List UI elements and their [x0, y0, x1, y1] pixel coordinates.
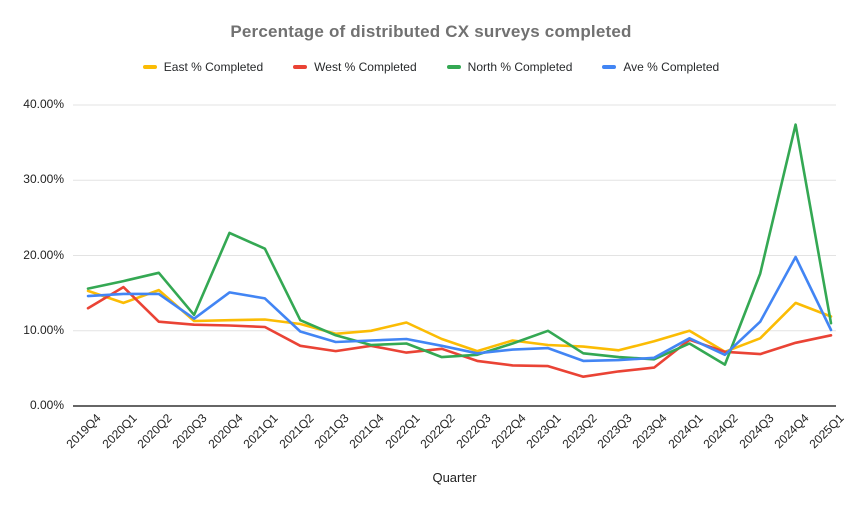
legend-item-ave: Ave % Completed	[602, 60, 719, 74]
legend-label: North % Completed	[467, 60, 573, 74]
legend-item-east: East % Completed	[142, 60, 264, 74]
legend-label: East % Completed	[163, 60, 264, 74]
legend-swatch-icon	[602, 65, 617, 69]
y-tick-label: 10.00%	[23, 322, 64, 337]
chart-legend: East % Completed West % Completed North % …	[0, 60, 862, 74]
legend-swatch-icon	[446, 65, 461, 69]
legend-swatch-icon	[142, 65, 157, 69]
legend-item-north: North % Completed	[446, 60, 573, 74]
series-line-east	[86, 288, 833, 354]
y-tick-label: 40.00%	[23, 97, 64, 111]
legend-label: West % Completed	[314, 60, 417, 74]
legend-item-west: West % Completed	[293, 60, 417, 74]
y-tick-label: 20.00%	[23, 247, 64, 262]
chart-title: Percentage of distributed CX surveys com…	[230, 22, 632, 41]
series-line-north	[86, 123, 833, 366]
x-axis-title: Quarter	[432, 470, 477, 485]
legend-swatch-icon	[293, 65, 308, 69]
y-tick-label: 0.00%	[29, 398, 64, 412]
series-line-ave	[86, 255, 833, 363]
legend-label: Ave % Completed	[623, 60, 720, 74]
y-tick-label: 30.00%	[23, 172, 64, 187]
